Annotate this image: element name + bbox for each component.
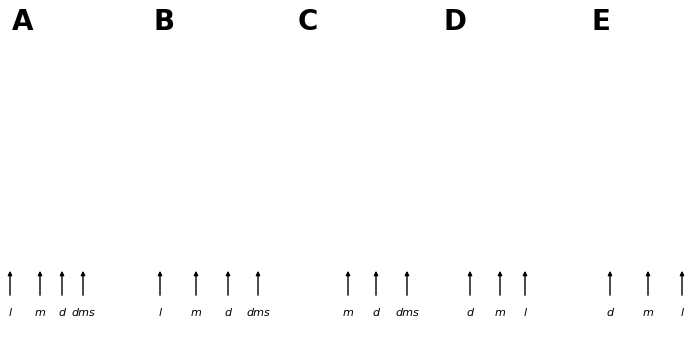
Text: m: m [643, 308, 653, 318]
Text: A: A [12, 8, 34, 36]
Text: d: d [225, 308, 232, 318]
Text: D: D [444, 8, 467, 36]
Text: m: m [34, 308, 46, 318]
Text: l: l [8, 308, 12, 318]
Text: B: B [154, 8, 175, 36]
Text: m: m [495, 308, 505, 318]
Text: dms: dms [71, 308, 95, 318]
Text: d: d [466, 308, 474, 318]
Text: dms: dms [395, 308, 419, 318]
Text: m: m [190, 308, 202, 318]
Text: dms: dms [246, 308, 270, 318]
Text: d: d [606, 308, 614, 318]
Text: m: m [342, 308, 354, 318]
Text: l: l [680, 308, 684, 318]
Text: d: d [372, 308, 379, 318]
Text: l: l [158, 308, 162, 318]
Text: l: l [524, 308, 526, 318]
Text: d: d [58, 308, 66, 318]
Text: E: E [592, 8, 611, 36]
Text: C: C [298, 8, 318, 36]
